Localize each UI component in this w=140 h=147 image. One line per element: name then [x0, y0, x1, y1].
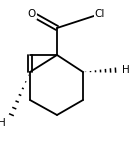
Text: H: H [122, 65, 130, 75]
Text: O: O [28, 9, 36, 19]
Text: H: H [0, 118, 6, 128]
Text: Cl: Cl [95, 9, 105, 19]
